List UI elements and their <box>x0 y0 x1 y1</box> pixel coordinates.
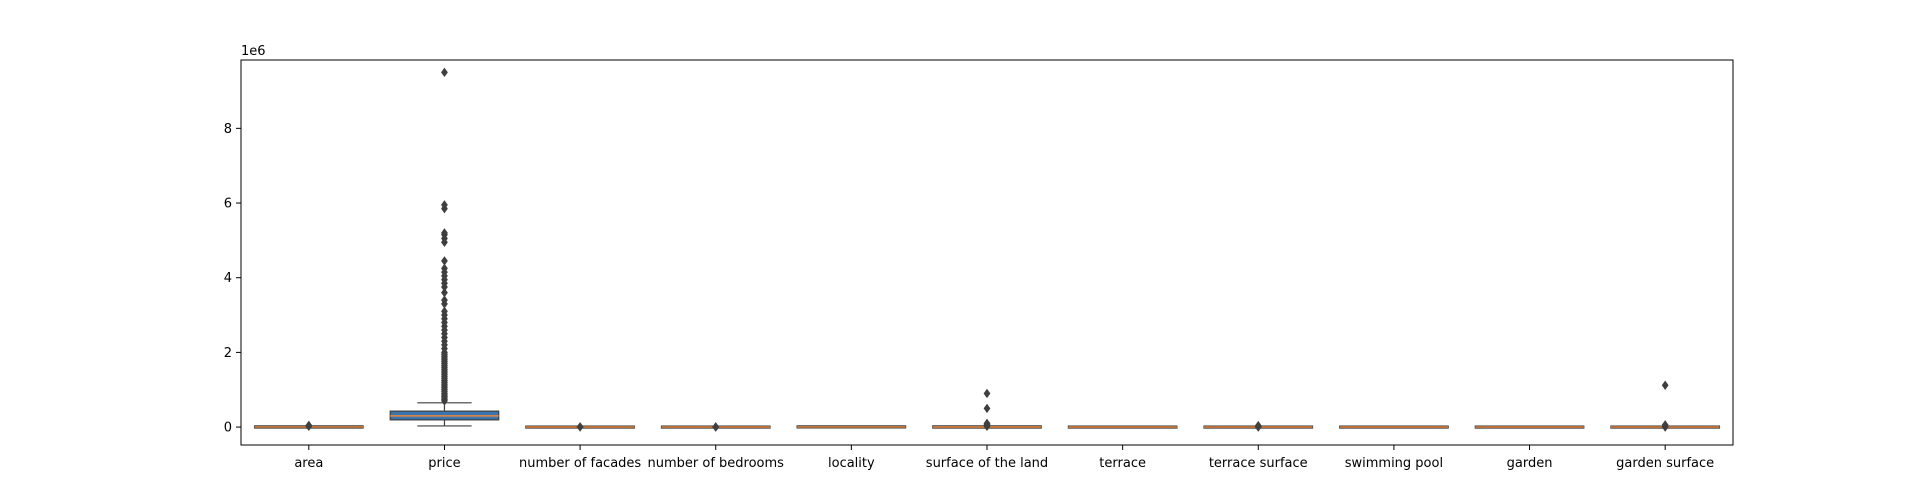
outlier-point <box>441 67 448 78</box>
box-group-8 <box>1339 425 1449 429</box>
outlier-point <box>983 403 991 414</box>
y-tick-label: 2 <box>224 346 232 361</box>
outlier-point <box>983 418 991 429</box>
y-tick-label: 4 <box>224 271 232 286</box>
x-tick-label: number of facades <box>519 456 641 471</box>
y-axis-ticks: 0 2 4 6 8 <box>224 122 241 436</box>
box-group-1 <box>389 67 500 427</box>
outlier-point <box>441 295 448 305</box>
x-tick-label: surface of the land <box>926 456 1048 471</box>
y-axis-offset-label: 1e6 <box>241 44 266 59</box>
box-group-9 <box>1474 425 1585 429</box>
box-group-6 <box>1067 425 1178 429</box>
x-tick-label: garden <box>1507 456 1553 471</box>
x-tick-label: terrace surface <box>1209 456 1308 471</box>
x-axis-labels: area price number of facades number of bedr… <box>294 445 1714 471</box>
boxes-layer <box>253 67 1721 432</box>
outlier-point <box>441 228 448 238</box>
y-tick-label: 0 <box>224 421 232 436</box>
outlier-point <box>576 422 584 432</box>
outlier-point <box>441 200 448 210</box>
box-group-3 <box>660 422 771 432</box>
box-group-4 <box>796 425 907 429</box>
outlier-point <box>1661 380 1669 390</box>
x-tick-label: number of bedrooms <box>648 456 785 471</box>
x-tick-label: locality <box>828 456 875 471</box>
x-tick-label: area <box>294 456 323 471</box>
box-group-5 <box>932 388 1042 432</box>
box-group-10 <box>1610 380 1721 432</box>
x-tick-label: garden surface <box>1616 456 1714 471</box>
outlier-point <box>441 306 448 317</box>
y-tick-label: 8 <box>224 122 232 137</box>
x-tick-label: price <box>428 456 460 471</box>
box-group-7 <box>1203 420 1314 432</box>
x-tick-label: terrace <box>1099 456 1146 471</box>
outlier-point <box>305 420 313 431</box>
outlier-point <box>1254 420 1262 431</box>
box-group-2 <box>525 422 635 432</box>
y-tick-label: 6 <box>224 197 232 212</box>
outlier-point <box>983 388 991 399</box>
outlier-point <box>441 287 448 298</box>
outlier-point <box>441 263 448 274</box>
plot-area-frame <box>240 59 1734 446</box>
x-tick-label: swimming pool <box>1345 456 1443 471</box>
outlier-point <box>712 422 720 432</box>
outlier-point <box>441 256 448 266</box>
box-group-0 <box>253 420 364 432</box>
outlier-point <box>1661 420 1669 430</box>
